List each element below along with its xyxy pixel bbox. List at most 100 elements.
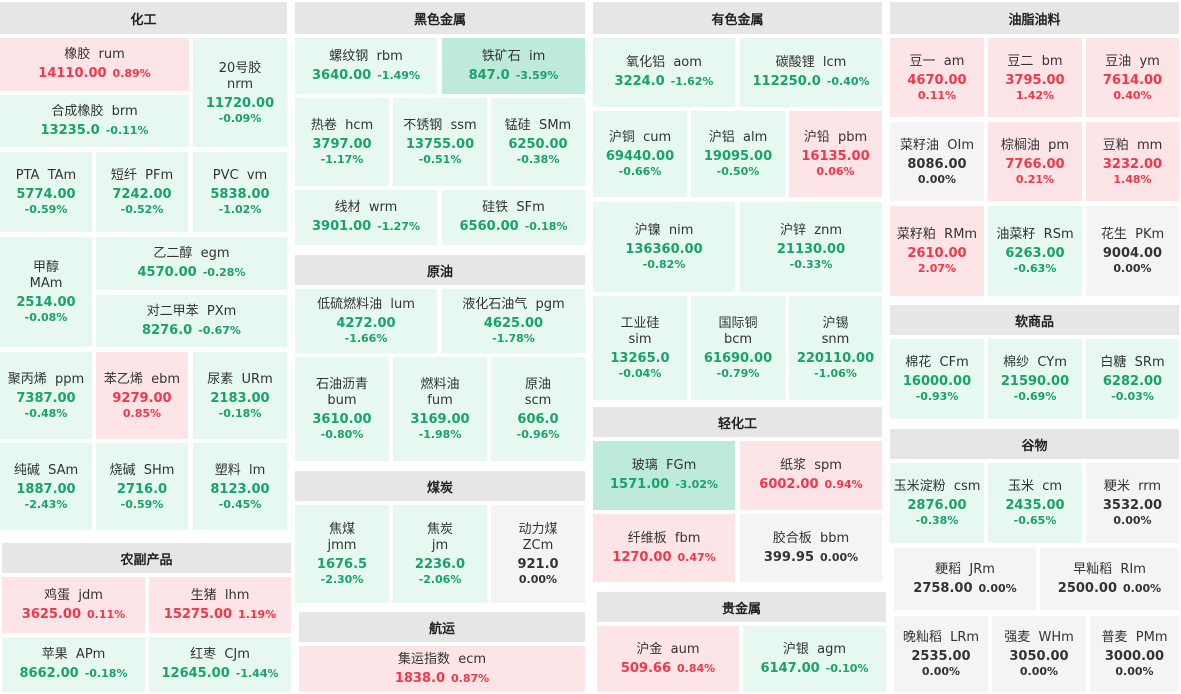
commodity-tile[interactable]: 线材 wrm 3901.00 -1.27% xyxy=(295,190,437,245)
commodity-name: 碳酸锂 lcm xyxy=(775,55,847,70)
commodity-tile[interactable]: 豆粕 mm 3232.00 1.48% xyxy=(1086,122,1179,201)
commodity-tile[interactable]: 胶合板 bbm 399.95 0.00% xyxy=(740,514,882,582)
commodity-tile[interactable]: 沪锌 znm 21130.00 -0.33% xyxy=(740,202,882,292)
commodity-tile[interactable]: 沪金 aum 509.66 0.84% xyxy=(597,626,739,692)
quote-line: 19095.00 -0.50% xyxy=(704,149,772,178)
commodity-tile[interactable]: 纤维板 fbm 1270.00 0.47% xyxy=(593,514,735,582)
commodity-tile[interactable]: 鸡蛋 jdm 3625.00 0.11% xyxy=(2,577,145,633)
section-header: 软商品 xyxy=(890,305,1179,335)
commodity-tile[interactable]: 纯碱 SAm 1887.00 -2.43% xyxy=(0,443,92,530)
commodity-tile[interactable]: 合成橡胶 brm 13235.0 -0.11% xyxy=(0,95,189,147)
quote-line: 2500.00 0.00% xyxy=(1058,581,1161,597)
commodity-tile[interactable]: 沪铝 alm 19095.00 -0.50% xyxy=(691,111,785,197)
commodity-name: 棉花 CFm xyxy=(905,355,969,370)
commodity-tile[interactable]: 粳米 rrm 3532.00 0.00% xyxy=(1086,463,1179,543)
commodity-tile[interactable]: PTA TAm 5774.00 -0.59% xyxy=(0,152,92,232)
commodity-change: -0.51% xyxy=(418,153,462,166)
commodity-tile[interactable]: 玉米 cm 2435.00 -0.65% xyxy=(988,463,1082,543)
commodity-change: 0.00% xyxy=(820,550,859,564)
commodity-tile[interactable]: PVC vm 5838.00 -1.02% xyxy=(193,152,287,232)
commodity-tile[interactable]: 对二甲苯 PXm 8276.0 -0.67% xyxy=(96,295,287,347)
commodity-change: 0.00% xyxy=(518,573,558,586)
commodity-tile[interactable]: 铁矿石 im 847.0 -3.59% xyxy=(442,38,585,94)
commodity-price: 2876.00 xyxy=(907,498,967,513)
commodity-change: -0.38% xyxy=(516,153,560,166)
commodity-tile[interactable]: 花生 PKm 9004.00 0.00% xyxy=(1086,206,1179,296)
commodity-tile[interactable]: 强麦 WHm 3050.00 0.00% xyxy=(992,616,1086,692)
commodity-tile[interactable]: 沪银 agm 6147.00 -0.10% xyxy=(743,626,886,692)
commodity-tile[interactable]: 棉纱 CYm 21590.00 -0.69% xyxy=(988,339,1082,419)
commodity-tile[interactable]: 红枣 CJm 12645.00 -1.44% xyxy=(149,637,291,692)
commodity-tile[interactable]: 甲醇 MAm 2514.00 -0.08% xyxy=(0,237,92,347)
commodity-tile[interactable]: 液化石油气 pgm 4625.00 -1.78% xyxy=(442,289,585,353)
commodity-tile[interactable]: 焦煤 jmm 1676.5 -2.30% xyxy=(295,505,389,603)
commodity-change: -0.18% xyxy=(218,406,262,420)
commodity-tile[interactable]: 石油沥青 bum 3610.00 -0.80% xyxy=(295,357,389,461)
commodity-tile[interactable]: 棕榈油 pm 7766.00 0.21% xyxy=(988,122,1082,201)
commodity-tile[interactable]: 集运指数 ecm 1838.0 0.87% xyxy=(299,646,585,692)
commodity-tile[interactable]: 原油 scm 606.0 -0.96% xyxy=(491,357,585,461)
commodity-tile[interactable]: 碳酸锂 lcm 112250.0 -0.40% xyxy=(740,38,882,107)
commodity-tile[interactable]: 豆二 bm 3795.00 1.42% xyxy=(988,38,1082,117)
commodity-tile[interactable]: 国际铜 bcm 61690.00 -0.79% xyxy=(691,296,785,400)
commodity-tile[interactable]: 沪铜 cum 69440.00 -0.66% xyxy=(593,111,687,197)
commodity-tile[interactable]: 塑料 lm 8123.00 -0.45% xyxy=(193,443,287,530)
commodity-tile[interactable]: 沪铅 pbm 16135.00 0.06% xyxy=(789,111,882,197)
commodity-tile[interactable]: 橡胶 rum 14110.00 0.89% xyxy=(0,38,189,91)
commodity-tile[interactable]: 白糖 SRm 6282.00 -0.03% xyxy=(1086,339,1179,419)
commodity-tile[interactable]: 尿素 URm 2183.00 -0.18% xyxy=(193,352,287,439)
commodity-tile[interactable]: 菜籽粕 RMm 2610.00 2.07% xyxy=(890,206,984,296)
commodity-price: 3901.00 xyxy=(312,219,372,234)
commodity-tile[interactable]: 焦炭 jm 2236.0 -2.06% xyxy=(393,505,487,603)
commodity-tile[interactable]: 沪镍 nim 136360.00 -0.82% xyxy=(593,202,735,292)
commodity-tile[interactable]: 燃料油 fum 3169.00 -1.98% xyxy=(393,357,487,461)
commodity-name: 沪锡 snm xyxy=(821,316,850,347)
commodity-tile[interactable]: 氧化铝 aom 3224.0 -1.62% xyxy=(593,38,735,107)
commodity-tile[interactable]: 锰硅 SMm 6250.00 -0.38% xyxy=(491,98,585,186)
commodity-change: 0.11% xyxy=(87,607,126,621)
commodity-change: -0.10% xyxy=(825,661,869,675)
commodity-change: -1.66% xyxy=(344,332,388,345)
commodity-tile[interactable]: 早籼稻 RIm 2500.00 0.00% xyxy=(1040,548,1179,610)
commodity-price: 7614.00 xyxy=(1102,72,1163,88)
commodity-tile[interactable]: 生猪 lhm 15275.00 1.19% xyxy=(149,577,291,633)
commodity-tile[interactable]: 豆一 am 4670.00 0.11% xyxy=(890,38,984,117)
commodity-tile[interactable]: 粳稻 JRm 2758.00 0.00% xyxy=(894,548,1036,610)
commodity-tile[interactable]: 油菜籽 RSm 6263.00 -0.63% xyxy=(988,206,1082,296)
commodity-tile[interactable]: 螺纹钢 rbm 3640.00 -1.49% xyxy=(295,38,437,94)
commodity-tile[interactable]: 烧碱 SHm 2716.0 -0.59% xyxy=(96,443,188,530)
commodity-tile[interactable]: 沪锡 snm 220110.00 -1.06% xyxy=(789,296,882,400)
quote-line: 7242.00 -0.52% xyxy=(112,187,171,216)
commodity-name: 尿素 URm xyxy=(207,371,273,387)
commodity-tile[interactable]: 棉花 CFm 16000.00 -0.93% xyxy=(890,339,984,419)
commodity-tile[interactable]: 20号胶 nrm 11720.00 -0.09% xyxy=(193,38,287,147)
commodity-tile[interactable]: 豆油 ym 7614.00 0.40% xyxy=(1086,38,1179,117)
commodity-tile[interactable]: 菜籽油 OIm 8086.00 0.00% xyxy=(890,122,984,201)
commodity-tile[interactable]: 动力煤 ZCm 921.0 0.00% xyxy=(491,505,585,603)
commodity-tile[interactable]: 晚籼稻 LRm 2535.00 0.00% xyxy=(894,616,988,692)
commodity-tile[interactable]: 热卷 hcm 3797.00 -1.17% xyxy=(295,98,389,186)
commodity-tile[interactable]: 低硫燃料油 lum 4272.00 -1.66% xyxy=(295,289,437,353)
commodity-name: 对二甲苯 PXm xyxy=(146,303,237,319)
quote-line: 9004.00 0.00% xyxy=(1103,246,1162,275)
commodity-tile[interactable]: 纸浆 spm 6002.00 0.94% xyxy=(740,441,882,510)
commodity-tile[interactable]: 硅铁 SFm 6560.00 -0.18% xyxy=(442,190,585,245)
commodity-tile[interactable]: 短纤 PFm 7242.00 -0.52% xyxy=(96,152,188,232)
commodity-tile[interactable]: 乙二醇 egm 4570.00 -0.28% xyxy=(96,237,287,290)
commodity-price: 3224.0 xyxy=(614,74,665,89)
commodity-tile[interactable]: 不锈钢 ssm 13755.00 -0.51% xyxy=(393,98,487,186)
commodity-tile[interactable]: 苯乙烯 ebm 9279.00 0.85% xyxy=(96,352,188,439)
commodity-tile[interactable]: 普麦 PMm 3000.00 0.00% xyxy=(1090,616,1179,692)
commodity-tile[interactable]: 工业硅 sim 13265.0 -0.04% xyxy=(593,296,687,400)
quote-line: 3625.00 0.11% xyxy=(22,607,125,623)
quote-line: 847.0 -3.59% xyxy=(469,68,559,84)
commodity-tile[interactable]: 聚丙烯 ppm 7387.00 -0.48% xyxy=(0,352,92,439)
quote-line: 2610.00 2.07% xyxy=(907,246,966,275)
quote-line: 2535.00 0.00% xyxy=(911,649,970,678)
commodity-tile[interactable]: 玉米淀粉 csm 2876.00 -0.38% xyxy=(890,463,984,543)
commodity-change: 0.47% xyxy=(677,550,716,564)
commodity-name: 生猪 lhm xyxy=(190,587,250,603)
commodity-tile[interactable]: 玻璃 FGm 1571.00 -3.02% xyxy=(593,441,735,510)
commodity-tile[interactable]: 苹果 APm 8662.00 -0.18% xyxy=(2,637,145,692)
